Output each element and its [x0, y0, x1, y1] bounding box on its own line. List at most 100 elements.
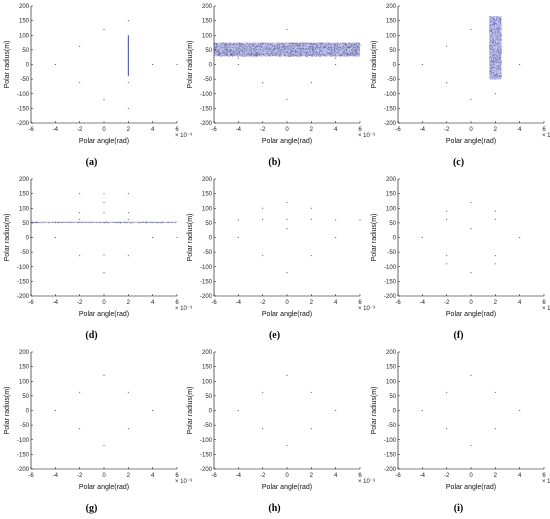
noise-point: [492, 42, 493, 43]
noise-point: [345, 53, 347, 55]
noise-point: [493, 60, 495, 62]
noise-point: [497, 56, 499, 58]
noise-point: [301, 42, 302, 44]
y-tick-label: 0: [26, 236, 30, 242]
noise-point: [124, 221, 126, 223]
x-tick-label: 6: [358, 473, 362, 479]
noise-point: [497, 39, 499, 41]
noise-point: [351, 46, 352, 48]
noise-point: [331, 49, 332, 51]
noise-point: [291, 42, 293, 44]
noise-point: [489, 69, 491, 71]
noise-point: [337, 48, 338, 49]
noise-point: [323, 48, 325, 49]
noise-point: [323, 54, 325, 55]
noise-point: [495, 43, 497, 45]
noise-point: [230, 50, 232, 51]
noise-point: [214, 48, 215, 50]
noise-point: [320, 53, 322, 55]
noise-point: [274, 45, 276, 47]
noise-point: [231, 44, 233, 46]
noise-point: [37, 222, 39, 223]
noise-point: [162, 221, 164, 223]
noise-point: [257, 54, 259, 55]
noise-point: [497, 38, 498, 40]
data-point: [310, 82, 312, 84]
noise-point: [240, 43, 242, 45]
noise-point: [328, 47, 330, 49]
noise-point: [493, 23, 495, 25]
noise-point: [230, 53, 232, 55]
noise-point: [492, 45, 494, 47]
noise-point: [267, 50, 269, 52]
data-point: [470, 445, 472, 447]
noise-point: [497, 48, 499, 50]
noise-point: [498, 52, 499, 53]
noise-point: [281, 43, 283, 45]
noise-point: [494, 66, 495, 68]
noise-point: [349, 51, 350, 53]
noise-point: [288, 49, 289, 51]
noise-point: [268, 55, 270, 57]
noise-point: [344, 54, 345, 55]
noise-point: [277, 47, 278, 49]
noise-point: [66, 221, 68, 223]
noise-point: [494, 24, 495, 26]
noise-point: [317, 46, 318, 48]
noise-point: [300, 55, 301, 57]
noise-point: [35, 222, 36, 223]
noise-point: [496, 52, 497, 53]
noise-point: [489, 67, 491, 69]
noise-point: [229, 47, 231, 49]
noise-point: [245, 44, 246, 46]
data-point: [103, 445, 105, 447]
noise-point: [295, 54, 296, 56]
noise-point: [491, 20, 492, 22]
noise-point: [492, 18, 494, 19]
noise-point: [323, 47, 324, 48]
noise-point: [493, 24, 495, 25]
noise-point: [295, 46, 297, 48]
noise-point: [354, 51, 356, 52]
noise-point: [495, 37, 496, 39]
x-tick-label: -6: [28, 127, 34, 133]
noise-point: [348, 53, 350, 55]
noise-point: [174, 222, 175, 224]
noise-point: [333, 55, 335, 57]
y-axis-label: Polar radius(m): [187, 214, 194, 262]
noise-point: [316, 55, 317, 57]
noise-point: [238, 56, 240, 57]
y-tick-label: 150: [19, 192, 30, 198]
x-axis-label: Polar angle(rad): [79, 484, 129, 491]
noise-point: [251, 55, 253, 57]
noise-point: [494, 78, 495, 79]
noise-point: [254, 48, 256, 49]
noise-point: [331, 47, 332, 49]
noise-point: [55, 222, 56, 224]
noise-point: [305, 48, 307, 50]
noise-point: [290, 43, 291, 44]
noise-point: [273, 45, 274, 47]
noise-point: [231, 45, 233, 47]
noise-point: [290, 51, 291, 53]
noise-point: [489, 27, 491, 28]
noise-point: [280, 46, 282, 48]
noise-point: [237, 50, 238, 51]
y-tick-label: -100: [200, 438, 213, 444]
noise-point: [500, 61, 502, 63]
data-point: [286, 272, 288, 274]
noise-point: [335, 53, 336, 55]
noise-point: [260, 48, 261, 50]
noise-point: [222, 55, 224, 57]
noise-point: [489, 73, 491, 74]
noise-point: [290, 53, 292, 55]
noise-point: [334, 55, 336, 56]
noise-point: [237, 55, 238, 57]
noise-point: [353, 51, 354, 53]
noise-point: [296, 51, 298, 52]
noise-point: [306, 53, 307, 55]
data-point: [446, 45, 448, 47]
noise-point: [221, 47, 223, 48]
noise-point: [345, 44, 347, 46]
noise-point: [497, 69, 499, 71]
